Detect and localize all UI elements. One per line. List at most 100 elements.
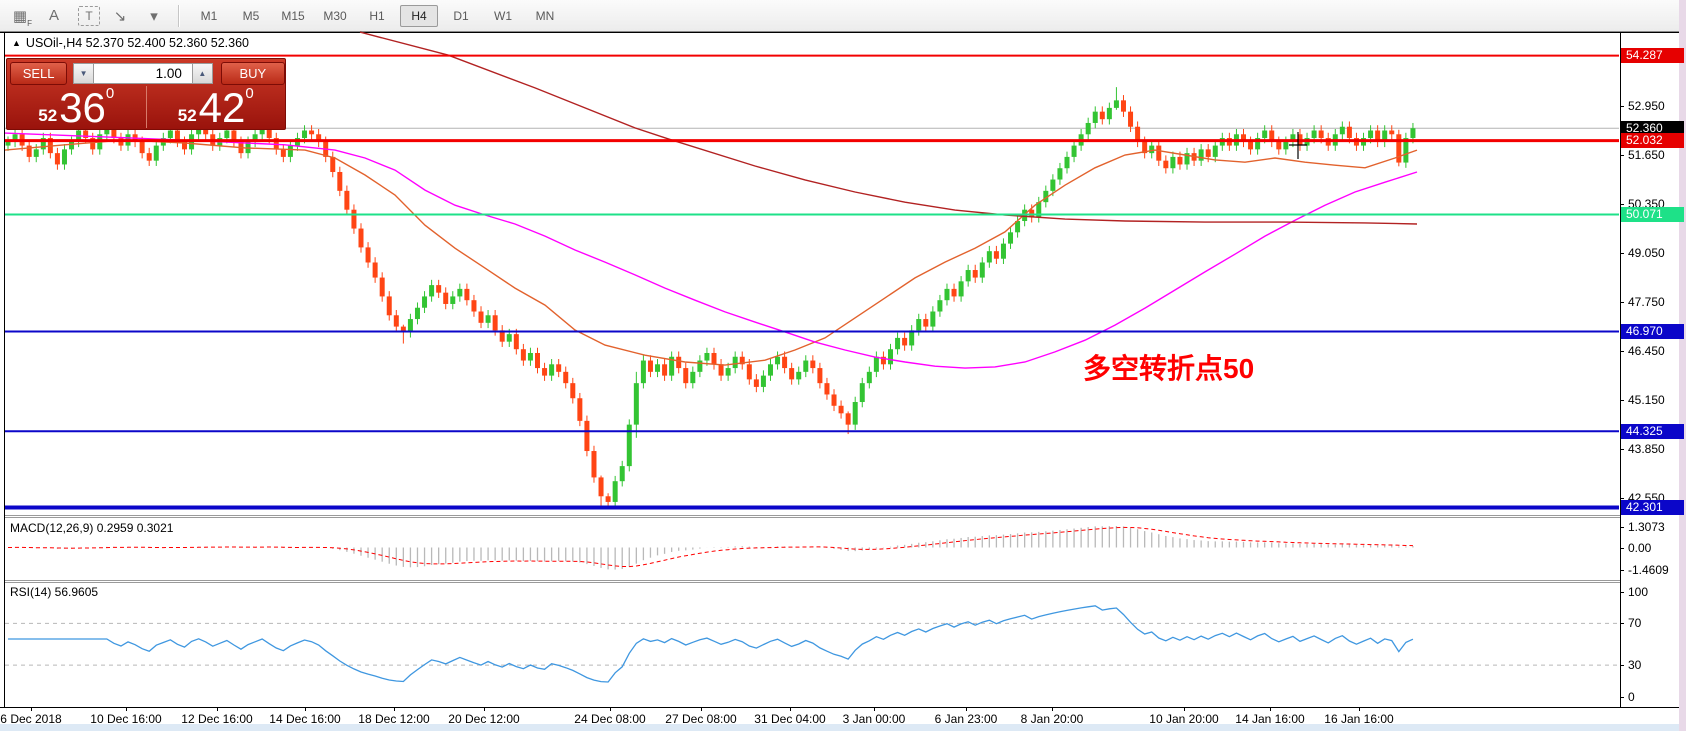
candle-body xyxy=(647,360,653,372)
buy-price-display[interactable]: 52 42 0 xyxy=(177,84,254,131)
candle-body xyxy=(69,141,75,150)
date-tick-mark xyxy=(874,707,875,711)
candle-body xyxy=(873,356,879,372)
text-box-icon[interactable]: T xyxy=(78,5,100,26)
candle-body xyxy=(1396,134,1402,163)
macd-signal-line xyxy=(7,526,1413,568)
candle-body xyxy=(739,356,745,365)
candle-body xyxy=(196,126,202,135)
candle-body xyxy=(810,360,816,369)
candle-body xyxy=(414,307,420,320)
timeframe-button-mn[interactable]: MN xyxy=(535,8,555,23)
candle-body xyxy=(443,292,449,304)
candle-body xyxy=(923,319,929,327)
arrow-tools-icon[interactable]: ↘ xyxy=(113,7,127,25)
axis-tick-mark xyxy=(1620,351,1624,353)
candle-body xyxy=(902,337,908,346)
text-label-icon[interactable]: A xyxy=(48,7,59,24)
axis-tick-mark xyxy=(1620,400,1624,402)
axis-tick-mark xyxy=(1620,498,1624,500)
timeframe-button-m1[interactable]: M1 xyxy=(200,8,218,23)
candle-body xyxy=(535,352,540,369)
axis-tick-mark xyxy=(1620,665,1624,667)
sell-button[interactable]: SELL xyxy=(10,62,68,85)
candle-body xyxy=(26,145,32,157)
candle-body xyxy=(1198,149,1204,161)
candle-body xyxy=(775,356,781,365)
candle-body xyxy=(895,337,901,350)
candle-body xyxy=(139,141,145,154)
macd-label: MACD(12,26,9) 0.2959 0.3021 xyxy=(10,521,174,535)
price-tick-label: 46.450 xyxy=(1628,344,1665,359)
candle-body xyxy=(633,383,639,425)
candle-body xyxy=(1339,126,1345,135)
indicator-grid-icon[interactable]: ▦ F xyxy=(12,7,32,28)
timeframe-button-h1[interactable]: H1 xyxy=(369,8,385,23)
volume-input[interactable] xyxy=(93,63,192,84)
date-tick-label: 16 Jan 16:00 xyxy=(1324,712,1394,726)
candle-body xyxy=(203,126,209,135)
candle-body xyxy=(1064,156,1070,169)
axis-tick-mark xyxy=(1620,547,1624,549)
volume-decrease-button[interactable]: ▼ xyxy=(73,63,94,84)
candle-body xyxy=(605,496,611,502)
rsi-tick-label: 30 xyxy=(1628,658,1642,673)
buy-button[interactable]: BUY xyxy=(220,62,285,85)
date-tick-label: 20 Dec 12:00 xyxy=(448,712,520,726)
candle-body xyxy=(662,364,668,376)
candle-body xyxy=(732,356,738,369)
arrow-tools-caret-icon[interactable]: ▾ xyxy=(150,7,158,25)
rsi-line xyxy=(8,605,1414,683)
candle-body xyxy=(337,171,343,191)
candle-body xyxy=(753,379,759,387)
candle-body xyxy=(365,247,371,263)
candle-body xyxy=(90,138,96,150)
date-tick-mark xyxy=(126,707,127,711)
candle-body xyxy=(1036,202,1042,218)
date-axis[interactable]: 6 Dec 2018 10 Dec 16:00 12 Dec 16:00 14 Dec… xyxy=(0,707,1679,726)
ma-slow-darkred xyxy=(359,31,1418,225)
candle-body xyxy=(972,270,978,278)
timeframe-button-h4[interactable]: H4 xyxy=(400,4,438,27)
candle-body xyxy=(556,364,562,372)
volume-increase-button[interactable]: ▲ xyxy=(191,63,213,84)
candle-body xyxy=(104,126,110,135)
timeframe-button-m30[interactable]: M30 xyxy=(323,8,347,23)
timeframe-button-m5[interactable]: M5 xyxy=(242,8,260,23)
axis-tick-mark xyxy=(1620,592,1624,593)
candle-body xyxy=(330,156,336,172)
sell-price-display[interactable]: 52 36 0 xyxy=(7,86,147,129)
candle-body xyxy=(838,405,844,414)
date-tick-label: 3 Jan 00:00 xyxy=(842,712,906,726)
date-tick-mark xyxy=(790,707,791,711)
candle-body xyxy=(457,288,463,297)
candle-body xyxy=(1071,145,1077,157)
candle-body xyxy=(436,285,442,293)
candle-body xyxy=(1276,141,1282,150)
candle-body xyxy=(598,477,604,497)
price-level-badge: 52.032 xyxy=(1621,133,1684,149)
timeframe-button-d1[interactable]: D1 xyxy=(453,8,469,23)
candle-body xyxy=(1177,156,1183,165)
candle-body xyxy=(400,326,406,333)
candle-body xyxy=(1311,130,1317,139)
candle-body xyxy=(1269,130,1275,142)
date-tick-label: 27 Dec 08:00 xyxy=(665,712,737,726)
chart-title: ▲ USOil-,H4 52.370 52.400 52.360 52.360 xyxy=(12,36,249,50)
timeframe-button-m15[interactable]: M15 xyxy=(281,8,305,23)
date-tick-label: 10 Jan 20:00 xyxy=(1149,712,1219,726)
candle-body xyxy=(676,356,682,369)
timeframe-button-w1[interactable]: W1 xyxy=(494,8,512,23)
candle-body xyxy=(626,424,632,467)
price-tick-label: 51.650 xyxy=(1628,148,1665,163)
candle-body xyxy=(287,145,293,157)
date-tick-mark xyxy=(217,707,218,711)
candle-body xyxy=(683,368,689,384)
candle-body xyxy=(506,334,512,342)
candle-body xyxy=(1015,221,1021,233)
candle-body xyxy=(1099,111,1105,120)
oneclick-expand-icon[interactable]: ▲ xyxy=(12,38,21,48)
candle-body xyxy=(1255,138,1261,150)
candle-body xyxy=(916,319,922,331)
